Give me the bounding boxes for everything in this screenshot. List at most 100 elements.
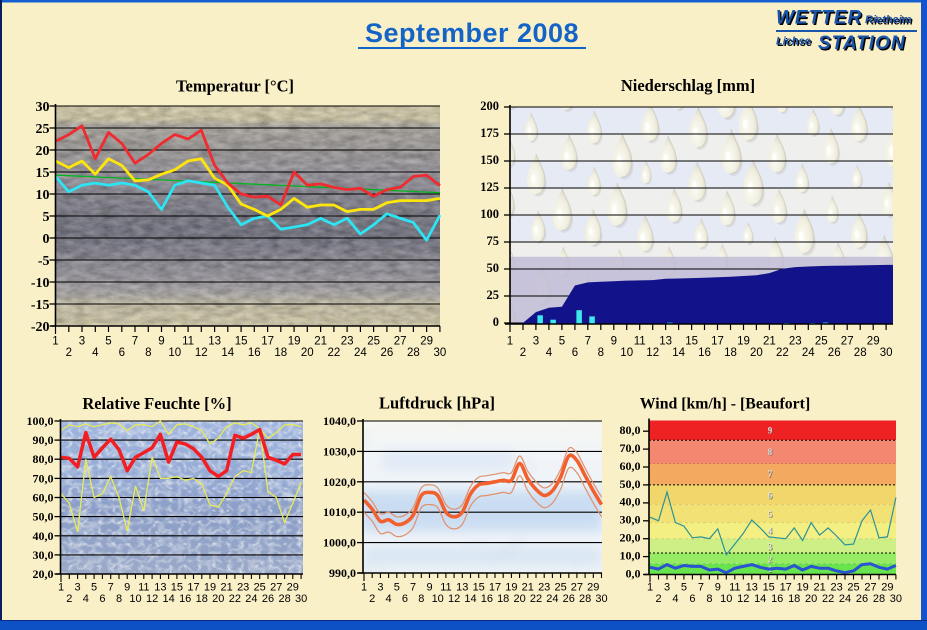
svg-text:150: 150 <box>480 153 499 167</box>
svg-text:23: 23 <box>341 336 354 348</box>
svg-text:30: 30 <box>880 347 893 359</box>
svg-text:September 2008: September 2008 <box>365 18 579 48</box>
svg-text:4: 4 <box>92 347 99 359</box>
svg-text:28: 28 <box>873 593 885 605</box>
svg-text:20: 20 <box>212 593 224 605</box>
svg-text:29: 29 <box>881 582 893 594</box>
svg-text:11: 11 <box>440 582 451 594</box>
svg-text:8: 8 <box>116 593 122 605</box>
svg-text:21: 21 <box>763 336 776 348</box>
svg-text:50: 50 <box>487 261 500 275</box>
svg-text:90,0: 90,0 <box>33 433 54 447</box>
svg-text:26: 26 <box>856 593 868 605</box>
svg-text:7: 7 <box>698 582 704 594</box>
svg-text:125: 125 <box>480 180 499 194</box>
svg-text:25: 25 <box>554 582 566 594</box>
svg-text:13: 13 <box>659 336 672 348</box>
svg-text:6: 6 <box>402 593 408 605</box>
svg-text:80,0: 80,0 <box>33 452 54 466</box>
svg-text:26: 26 <box>828 347 841 359</box>
svg-text:9: 9 <box>715 582 721 594</box>
svg-text:8: 8 <box>418 593 424 605</box>
svg-text:10: 10 <box>129 593 141 605</box>
svg-text:Temperatur [°C]: Temperatur [°C] <box>176 77 294 96</box>
svg-text:0: 0 <box>43 232 50 247</box>
svg-text:14: 14 <box>464 593 476 605</box>
svg-text:20: 20 <box>750 347 763 359</box>
svg-text:5: 5 <box>394 582 400 594</box>
svg-text:28: 28 <box>278 593 290 605</box>
svg-text:10: 10 <box>168 347 181 359</box>
svg-text:1: 1 <box>507 336 513 348</box>
svg-text:29: 29 <box>867 336 880 348</box>
svg-text:25: 25 <box>815 336 828 348</box>
svg-text:19: 19 <box>505 582 517 594</box>
svg-text:60,0: 60,0 <box>620 459 641 473</box>
svg-text:27: 27 <box>394 336 407 348</box>
svg-text:14: 14 <box>754 593 766 605</box>
svg-text:2: 2 <box>520 347 526 359</box>
svg-text:15: 15 <box>171 582 183 594</box>
svg-text:9: 9 <box>768 426 773 436</box>
svg-text:3: 3 <box>768 542 773 552</box>
svg-text:10,0: 10,0 <box>620 548 641 562</box>
svg-text:3: 3 <box>377 582 383 594</box>
svg-text:23: 23 <box>538 582 550 594</box>
svg-text:WETTER: WETTER <box>776 8 862 29</box>
svg-text:7: 7 <box>585 336 591 348</box>
svg-text:30: 30 <box>434 347 447 359</box>
svg-text:15: 15 <box>36 166 50 181</box>
svg-text:27: 27 <box>864 582 876 594</box>
svg-text:Rietheim: Rietheim <box>865 14 912 26</box>
svg-text:12: 12 <box>146 593 158 605</box>
svg-text:24: 24 <box>546 593 558 605</box>
svg-text:10: 10 <box>432 593 444 605</box>
svg-text:15: 15 <box>235 336 248 348</box>
svg-text:26: 26 <box>262 593 274 605</box>
svg-text:8: 8 <box>598 347 604 359</box>
svg-text:0: 0 <box>493 315 499 329</box>
svg-text:17: 17 <box>780 582 792 594</box>
svg-text:9: 9 <box>426 582 432 594</box>
svg-text:4: 4 <box>546 347 553 359</box>
svg-text:3: 3 <box>664 582 670 594</box>
svg-text:18: 18 <box>196 593 208 605</box>
svg-text:22: 22 <box>328 347 341 359</box>
svg-text:5: 5 <box>768 510 773 520</box>
svg-text:25: 25 <box>487 288 500 302</box>
svg-text:11: 11 <box>634 336 646 348</box>
svg-text:-20: -20 <box>31 320 50 335</box>
svg-text:19: 19 <box>737 336 750 348</box>
svg-text:5: 5 <box>43 210 50 225</box>
svg-text:26: 26 <box>563 593 575 605</box>
svg-text:30: 30 <box>295 593 307 605</box>
svg-text:3: 3 <box>75 582 81 594</box>
svg-text:20,0: 20,0 <box>33 567 54 581</box>
svg-text:200: 200 <box>480 99 499 113</box>
svg-text:175: 175 <box>480 126 499 140</box>
svg-text:2: 2 <box>768 555 773 565</box>
svg-text:18: 18 <box>724 347 737 359</box>
svg-text:75: 75 <box>487 234 500 248</box>
svg-text:11: 11 <box>729 582 740 594</box>
svg-text:20: 20 <box>513 593 525 605</box>
svg-text:19: 19 <box>796 582 808 594</box>
svg-text:19: 19 <box>204 582 216 594</box>
svg-text:20: 20 <box>805 593 817 605</box>
svg-text:6: 6 <box>768 491 773 501</box>
svg-text:10: 10 <box>620 347 633 359</box>
svg-text:24: 24 <box>839 593 851 605</box>
svg-text:14: 14 <box>162 593 174 605</box>
svg-text:5: 5 <box>559 336 565 348</box>
svg-text:20: 20 <box>301 347 314 359</box>
svg-text:-10: -10 <box>31 276 50 291</box>
svg-text:17: 17 <box>187 582 199 594</box>
svg-text:25: 25 <box>847 582 859 594</box>
svg-text:Niederschlag [mm]: Niederschlag [mm] <box>621 76 755 95</box>
svg-text:25: 25 <box>367 336 380 348</box>
svg-text:3: 3 <box>768 542 773 552</box>
svg-text:16: 16 <box>179 593 191 605</box>
svg-text:29: 29 <box>587 582 599 594</box>
svg-text:60,0: 60,0 <box>33 491 54 505</box>
svg-text:14: 14 <box>672 347 685 359</box>
